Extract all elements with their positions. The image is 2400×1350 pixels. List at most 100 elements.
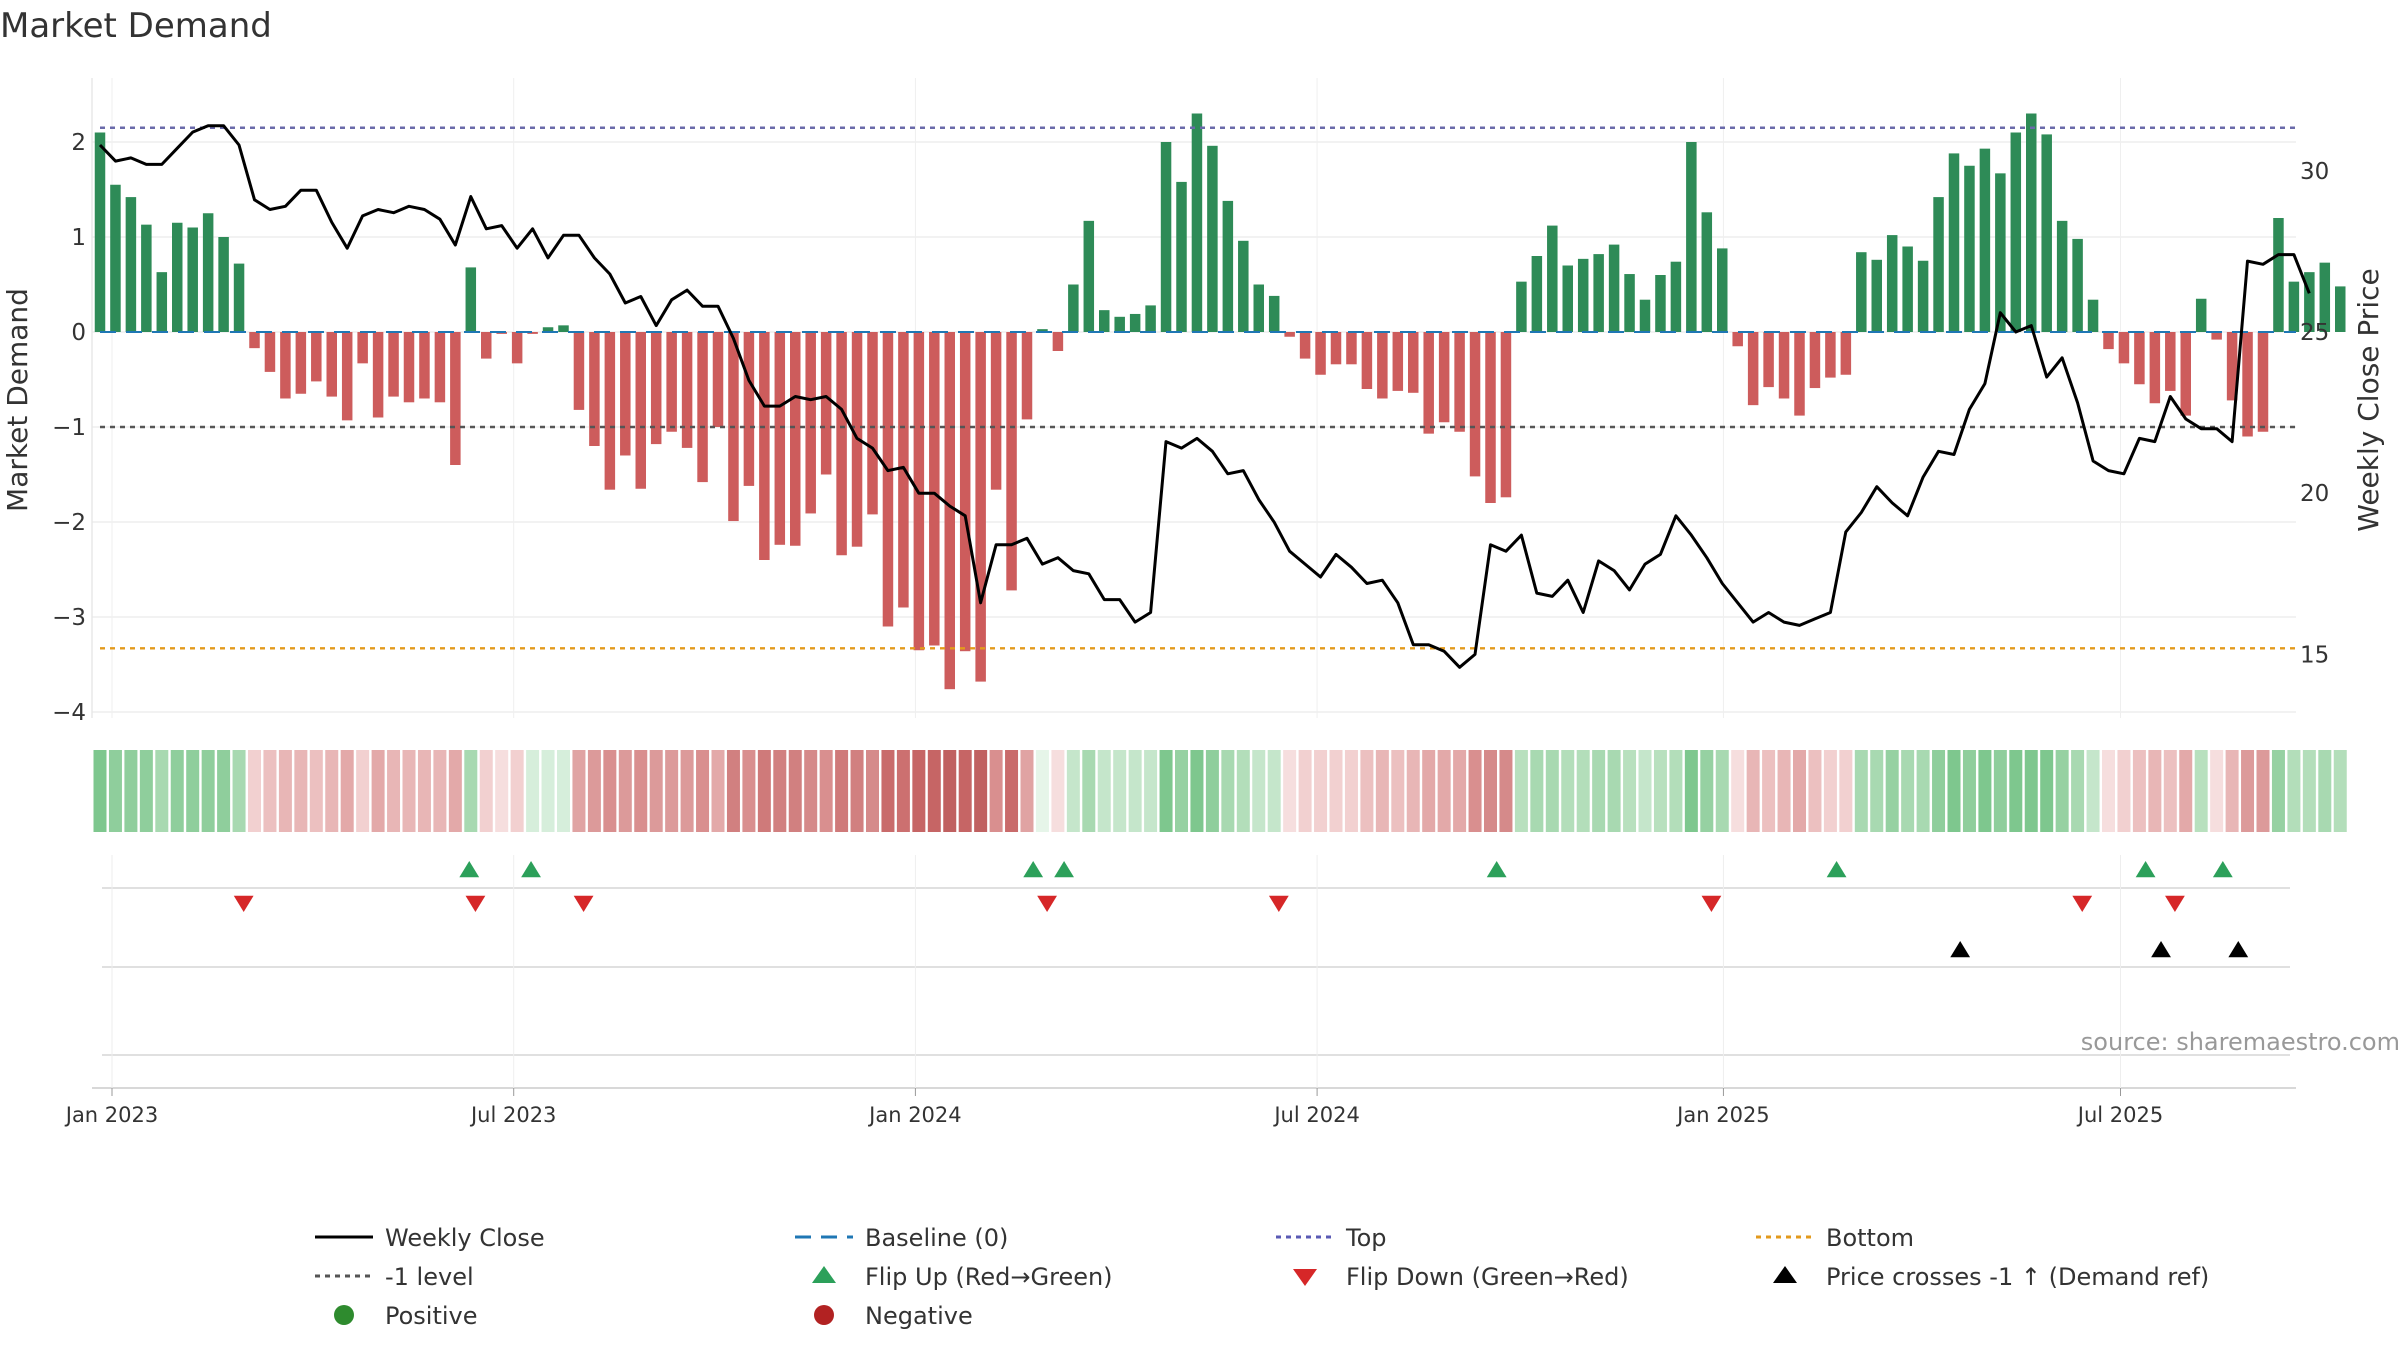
negative-bar bbox=[1747, 332, 1759, 406]
strip-cell bbox=[433, 750, 447, 832]
negative-bar bbox=[419, 332, 430, 399]
negative-bar bbox=[1021, 332, 1033, 420]
positive-bar bbox=[1068, 284, 1079, 332]
negative-bar bbox=[311, 332, 322, 382]
positive-bar bbox=[1717, 248, 1728, 332]
strip-cell bbox=[1607, 750, 1621, 832]
strip-cell bbox=[479, 750, 493, 832]
negative-bar bbox=[2149, 332, 2161, 404]
strip-cell bbox=[1731, 750, 1745, 832]
positive-bar bbox=[1948, 153, 1960, 332]
positive-bar bbox=[558, 325, 569, 332]
strip-cell bbox=[989, 750, 1003, 832]
strip-cell bbox=[711, 750, 725, 832]
positive-bar bbox=[1856, 252, 1867, 332]
strip-cell bbox=[124, 750, 138, 832]
negative-bar bbox=[975, 332, 986, 682]
strip-cell bbox=[2256, 750, 2270, 832]
flip-down-marker bbox=[573, 895, 594, 912]
y2-tick-label: 20 bbox=[2300, 481, 2329, 507]
negative-bar bbox=[388, 332, 399, 397]
strip-cell bbox=[1267, 750, 1281, 832]
strip-cell bbox=[248, 750, 261, 832]
legend-swatch bbox=[1293, 1269, 1317, 1286]
strip-cell bbox=[1499, 750, 1513, 832]
flip-down-marker bbox=[1268, 895, 1289, 912]
positive-bar bbox=[1670, 261, 1682, 332]
positive-bar bbox=[1624, 274, 1635, 332]
y-tick-label: 2 bbox=[71, 130, 86, 156]
negative-bar bbox=[2118, 332, 2130, 364]
flip-down-marker bbox=[233, 895, 254, 912]
strip-cell bbox=[1205, 750, 1219, 832]
positive-bar bbox=[2041, 134, 2052, 332]
strip-cell bbox=[1005, 750, 1019, 832]
strip-cell bbox=[1684, 750, 1698, 832]
strip-cell bbox=[1839, 750, 1853, 832]
strip-cell bbox=[1484, 750, 1497, 832]
positive-bar bbox=[1176, 181, 1187, 332]
negative-bar bbox=[341, 332, 353, 421]
date-tick-label: Jul 2025 bbox=[2076, 1103, 2163, 1127]
negative-bar bbox=[1346, 332, 1357, 365]
strip-cell bbox=[1252, 750, 1266, 832]
legend-label: Positive bbox=[385, 1302, 478, 1330]
strip-cell bbox=[448, 750, 462, 832]
strip-cell bbox=[1066, 750, 1080, 832]
positive-bar bbox=[1639, 299, 1651, 332]
negative-bar bbox=[836, 332, 847, 556]
strip-cell bbox=[1453, 750, 1467, 832]
positive-bar bbox=[1160, 142, 1172, 332]
positive-bar bbox=[2304, 272, 2315, 332]
negative-bar bbox=[1840, 332, 1852, 375]
positive-bar bbox=[1562, 265, 1573, 332]
negative-bar bbox=[1763, 332, 1774, 388]
strip-cell bbox=[1653, 750, 1667, 832]
strip-cell bbox=[634, 750, 648, 832]
strip-cell bbox=[1669, 750, 1683, 832]
negative-bar bbox=[867, 332, 878, 515]
negative-bar bbox=[712, 332, 724, 427]
strip-cell bbox=[232, 750, 246, 832]
strip-cell bbox=[1808, 750, 1822, 832]
negative-bar bbox=[357, 332, 368, 364]
positive-bar bbox=[1933, 197, 1944, 332]
negative-bar bbox=[2257, 332, 2269, 432]
legend-label: Price crosses -1 ↑ (Demand ref) bbox=[1826, 1263, 2209, 1291]
negative-bar bbox=[434, 332, 446, 403]
positive-bar bbox=[1516, 281, 1527, 332]
negative-bar bbox=[403, 332, 415, 403]
strip-cell bbox=[108, 750, 122, 832]
strip-cell bbox=[356, 750, 370, 832]
flip-up-marker bbox=[2212, 861, 2233, 878]
negative-bar bbox=[1392, 332, 1404, 391]
strip-cell bbox=[1298, 750, 1312, 832]
negative-bar bbox=[2180, 332, 2191, 416]
strip-cell bbox=[2318, 750, 2332, 832]
signal-rows bbox=[92, 855, 2296, 1089]
date-tick-label: Jan 2024 bbox=[867, 1103, 962, 1127]
strip-cell bbox=[1576, 750, 1590, 832]
strip-cell bbox=[294, 750, 308, 832]
negative-bar bbox=[697, 332, 708, 483]
flip-down-marker bbox=[2072, 895, 2093, 912]
strip-cell bbox=[1545, 750, 1559, 832]
strip-cell bbox=[1437, 750, 1451, 832]
strip-cell bbox=[2333, 750, 2347, 832]
strip-cell bbox=[186, 750, 200, 832]
strip-cell bbox=[757, 750, 771, 832]
strip-cell bbox=[325, 750, 339, 832]
strip-cell bbox=[1932, 750, 1946, 832]
strip-cell bbox=[587, 750, 601, 832]
strip-cell bbox=[912, 750, 926, 832]
negative-bar bbox=[1330, 332, 1342, 365]
strip-cell bbox=[1854, 750, 1868, 832]
negative-bar bbox=[589, 332, 600, 446]
positive-bar bbox=[1577, 258, 1589, 332]
strip-cell bbox=[510, 750, 524, 832]
strip-cell bbox=[1623, 750, 1637, 832]
positive-bar bbox=[1686, 142, 1697, 332]
strip-cell bbox=[263, 750, 277, 832]
strip-cell bbox=[1870, 750, 1884, 832]
positive-bar bbox=[2010, 132, 2022, 332]
